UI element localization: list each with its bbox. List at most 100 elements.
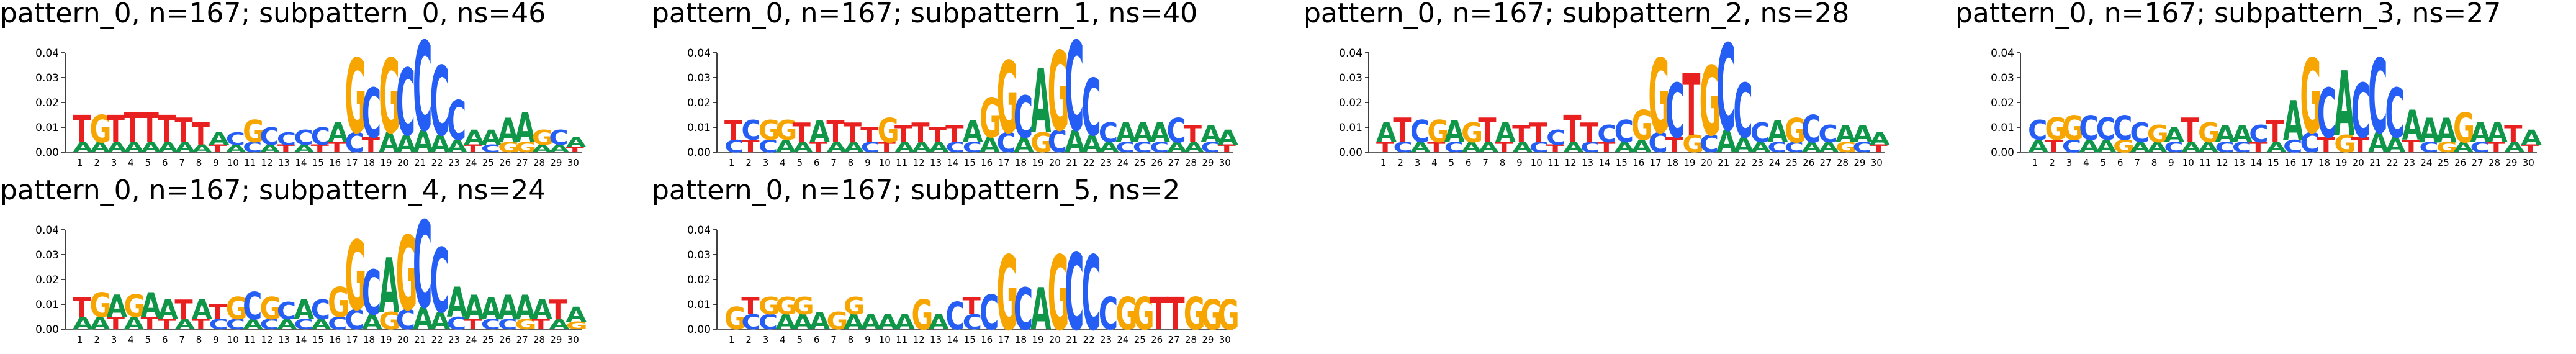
svg-text:C: C [2062,137,2081,157]
x-tick-label: 17 [998,157,1010,168]
x-tick-label: 15 [964,334,976,345]
logo-letter: C [860,140,880,156]
x-tick-label: 5 [797,334,803,345]
logo-letter: G [775,116,797,147]
svg-text:T: T [1870,143,1888,155]
logo-letter: G [1030,128,1052,160]
logo-letter: T [844,118,862,150]
svg-text:G: G [345,220,366,332]
y-tick-label: 0.00 [35,147,59,159]
svg-text:A: A [1115,118,1137,150]
y-tick-label: 0.00 [1339,147,1362,159]
logo-letter: C [1081,63,1101,154]
svg-text:C: C [2351,68,2371,155]
svg-text:A: A [481,126,502,150]
x-tick-label: 27 [2472,157,2484,168]
svg-text:C: C [2300,128,2319,160]
logo-letter: G [1133,288,1155,340]
logo-letter: C [724,137,744,157]
x-tick-label: 2 [745,334,752,345]
x-tick-label: 19 [1032,334,1043,345]
x-tick-label: 27 [516,157,528,168]
logo-letter: T [192,317,210,333]
logo-letter: A [1818,140,1839,156]
svg-text:A: A [413,301,433,337]
svg-text:C: C [1529,140,1549,156]
svg-text:T: T [878,140,896,156]
x-tick-label: 10 [227,334,239,345]
logo-letter: A [1150,118,1171,150]
svg-text:A: A [793,140,814,156]
svg-text:G: G [775,116,797,147]
y-tick-label: 0.00 [687,147,711,159]
logo-letter: C [1099,118,1118,150]
logo-letter: C [277,297,296,325]
logo-letter: A [1014,134,1035,157]
logo-letter: C [311,122,330,150]
logo-letter: T [141,314,160,334]
logo-letter: A [1767,114,1788,150]
x-tick-label: 5 [1449,157,1455,168]
y-tick-label: 0.04 [687,47,711,60]
x-tick-label: 8 [1500,157,1506,168]
logo-letter: A [1030,276,1051,343]
svg-text:T: T [464,317,482,333]
svg-text:A: A [980,134,1001,157]
svg-text:G: G [2436,140,2458,156]
x-tick-label: 3 [111,157,117,168]
x-tick-label: 23 [448,334,460,345]
svg-text:A: A [124,314,144,334]
y-tick-label: 0.02 [1339,97,1362,109]
svg-text:A: A [430,130,451,158]
x-tick-label: 4 [780,334,786,345]
logo-letter: C [209,317,228,333]
logo-letter: C [447,314,466,334]
logo-letter: T [1580,118,1599,150]
logo-letter: C [2062,137,2081,157]
svg-text:C: C [1065,17,1084,159]
x-tick-label: 13 [278,334,290,345]
logo-letter: G [980,88,1001,151]
x-tick-label: 19 [2335,157,2347,168]
panel-title: pattern_0, n=167; subpattern_1, ns=40 [652,0,1198,29]
logo-letter: G [1200,293,1222,340]
logo-letter: A [2453,140,2474,156]
logo-letter: A [464,126,485,150]
svg-text:C: C [481,317,500,333]
logo-letter: G [1700,46,1721,158]
svg-text:G: G [793,292,814,320]
x-tick-label: 6 [1466,157,1472,168]
x-tick-label: 9 [1516,157,1523,168]
svg-text:C: C [328,314,347,334]
svg-text:G: G [532,126,554,150]
x-tick-label: 12 [2217,157,2228,168]
x-tick-label: 17 [346,157,358,168]
logo-letter: A [515,288,535,328]
x-tick-label: 25 [482,334,494,345]
svg-text:T: T [1495,140,1514,156]
x-tick-label: 29 [550,334,562,345]
svg-text:C: C [996,128,1016,160]
logo-letter: C [396,305,415,337]
logo-letter: T [277,143,295,155]
logo-letter: A [413,124,433,160]
logo-letter: A [980,134,1001,157]
logo-letter: A [226,143,246,155]
y-tick-label: 0.04 [1991,47,2014,60]
svg-text:C: C [1615,114,1634,150]
svg-text:A: A [1099,140,1120,156]
x-tick-label: 14 [295,157,307,168]
logo-letter: A [929,140,950,156]
svg-text:A: A [1512,140,1533,156]
logo-letter: C [328,314,347,334]
svg-text:T: T [532,317,551,333]
svg-text:C: C [1393,140,1412,156]
svg-text:A: A [1081,130,1102,158]
logo-letter: A [775,137,796,157]
svg-text:C: C [413,17,432,159]
x-tick-label: 20 [1701,157,1713,168]
svg-text:C: C [2079,108,2098,148]
logo-letter: C [1529,140,1549,156]
logo-letter: G [379,307,400,335]
y-tick-label: 0.00 [687,324,711,336]
